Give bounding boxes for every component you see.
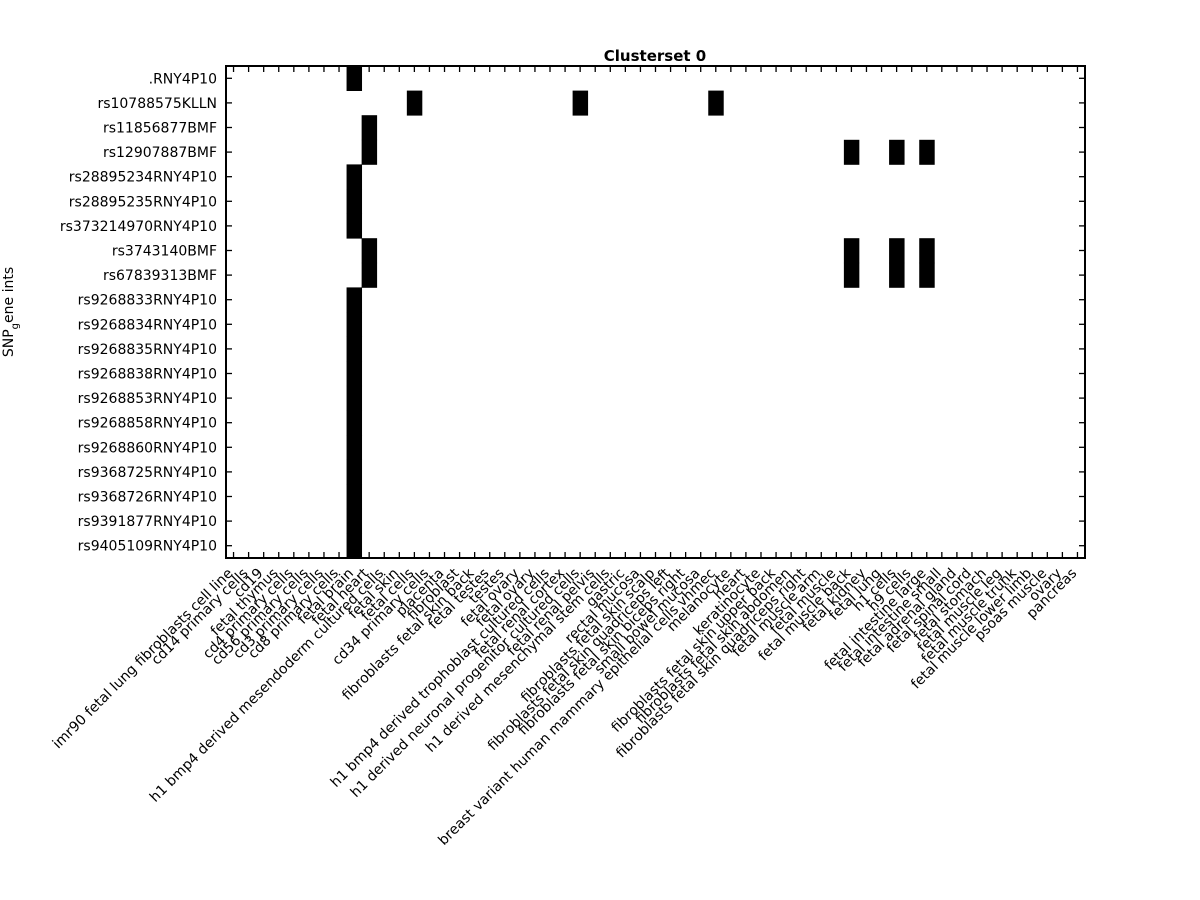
y-tick-label: rs67839313BMF (103, 268, 217, 284)
y-tick-label: rs10788575KLLN (97, 96, 217, 112)
heatmap-cell (361, 139, 378, 165)
x-tick-labels: imr90 fetal lung fibroblasts cell linecd… (50, 565, 1081, 849)
heatmap-cell (361, 262, 378, 288)
heatmap-cell (919, 238, 935, 264)
y-tick-label: rs9268838RNY4P10 (78, 367, 217, 383)
heatmap-cell (346, 213, 363, 239)
y-tick-label: rs12907887BMF (103, 145, 217, 161)
y-axis-label-main: SNP (1, 329, 17, 357)
heatmap-cell (346, 336, 363, 362)
heatmap-cell (843, 238, 860, 264)
y-axis-label-rest: ene ints (1, 267, 17, 323)
chart-title: Clusterset 0 (604, 47, 706, 65)
y-tick-label: rs9268860RNY4P10 (78, 440, 217, 456)
heatmap-cell (346, 508, 363, 534)
y-tick-label: rs3743140BMF (112, 244, 217, 260)
heatmap-cell (889, 139, 905, 165)
y-tick-label: rs9268835RNY4P10 (78, 342, 217, 358)
heatmap-cell (919, 262, 935, 288)
heatmap-cell (572, 90, 589, 116)
heatmap-cells (346, 66, 935, 559)
y-tick-label: rs9368726RNY4P10 (78, 490, 217, 506)
heatmap-cell (346, 484, 363, 510)
heatmap-cell (889, 238, 905, 264)
heatmap-cell (843, 139, 860, 165)
y-tick-labels: .RNY4P10 rs10788575KLLN rs11856877BMF rs129… (60, 71, 217, 554)
heatmap-cell (406, 90, 423, 116)
y-tick-label: .RNY4P10 (149, 71, 217, 87)
y-tick-label: rs9405109RNY4P10 (78, 539, 217, 555)
y-tick-label: rs373214970RNY4P10 (60, 219, 217, 235)
heatmap-cell (346, 287, 363, 313)
heatmap-cell (346, 435, 363, 460)
heatmap-cell (919, 139, 935, 165)
heatmap-cell (346, 66, 363, 91)
y-tick-label: rs28895234RNY4P10 (69, 170, 217, 186)
heatmap-cell (708, 90, 724, 116)
y-tick-label: rs28895235RNY4P10 (69, 194, 217, 210)
heatmap-cell (346, 410, 363, 436)
y-axis-label-subscript: g (10, 323, 21, 329)
y-axis-label: SNPgene ints (1, 267, 21, 357)
heatmap-cell (346, 459, 363, 485)
plot-frame (225, 65, 1086, 559)
heatmap-cell (346, 385, 363, 411)
y-tick-label: rs11856877BMF (103, 121, 217, 137)
y-tick-label: rs9268833RNY4P10 (78, 293, 217, 309)
heatmap-cell (346, 312, 363, 337)
heatmap-cell (843, 262, 860, 288)
heatmap-cell (361, 238, 378, 264)
y-tick-label: rs9268858RNY4P10 (78, 416, 217, 432)
heatmap-cell (889, 262, 905, 288)
heatmap-cell (346, 361, 363, 387)
y-tick-label: rs9391877RNY4P10 (78, 514, 217, 530)
heatmap-cell (346, 533, 363, 559)
y-tick-label: rs9268834RNY4P10 (78, 317, 217, 333)
heatmap-cell (346, 189, 363, 214)
heatmap-cell (346, 164, 363, 190)
y-tick-label: rs9268853RNY4P10 (78, 391, 217, 407)
heatmap-cell (361, 115, 378, 141)
y-tick-label: rs9368725RNY4P10 (78, 465, 217, 481)
